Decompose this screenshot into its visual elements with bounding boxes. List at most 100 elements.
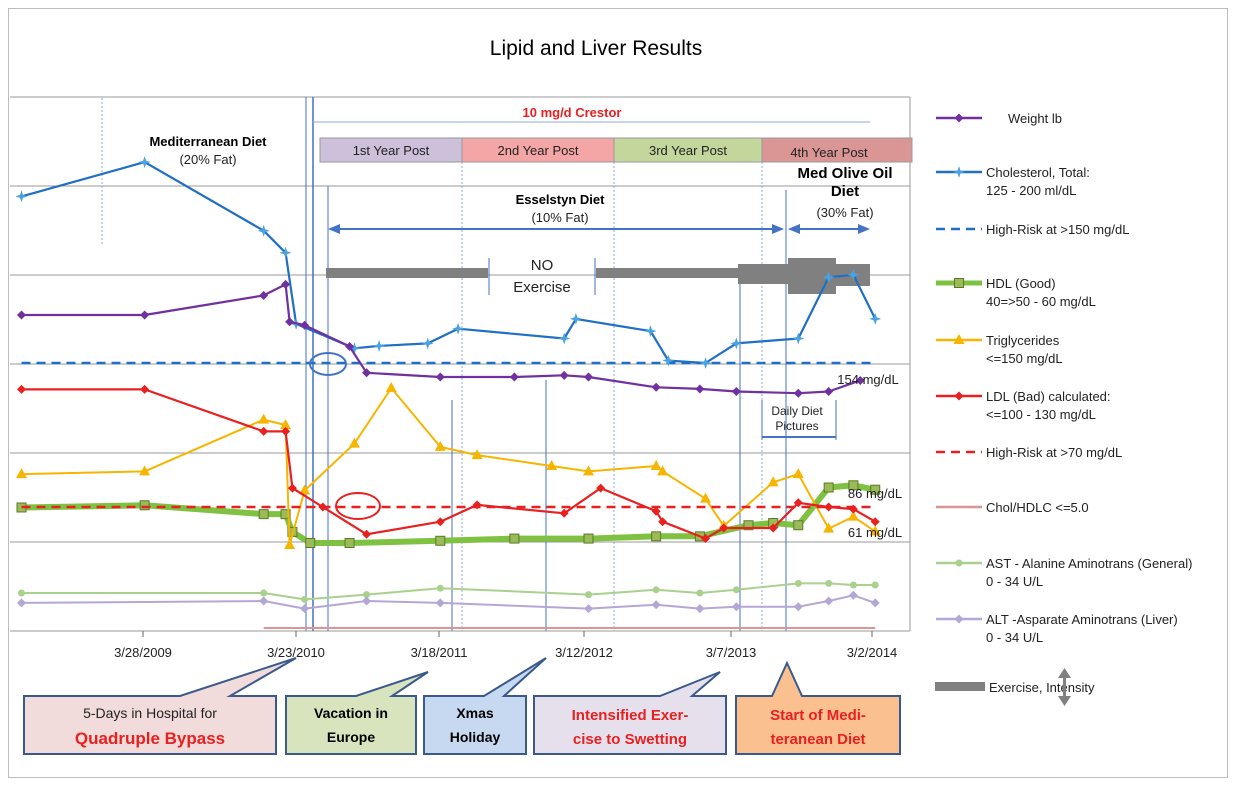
callout-hospital: 5-Days in Hospital for Quadruple Bypass	[23, 657, 297, 755]
legend-label-hdl: HDL (Good)	[986, 276, 1056, 291]
callout-med-diet-line1: Start of Medi-	[770, 707, 866, 724]
ldl-point-1	[140, 384, 150, 394]
legend-label-cholesterol: Cholesterol, Total:	[986, 165, 1090, 180]
ldl-point-7	[435, 517, 445, 527]
ast-point-7	[696, 589, 704, 597]
triglycerides-point-3	[280, 419, 292, 430]
legend-exercise-swatch	[935, 682, 985, 691]
legend-item-hdl: HDL (Good) 40=>50 - 60 mg/dL	[936, 276, 1096, 309]
callout-xmas-line1: Xmas	[456, 705, 494, 721]
weight-point-2	[259, 290, 269, 300]
cholesterol-point-5	[348, 342, 361, 355]
hdl-point-14	[793, 520, 804, 531]
legend-label-chol_hdl: Chol/HDLC <=5.0	[986, 500, 1089, 515]
legend: Weight lb Cholesterol, Total: 125 - 200 ml…	[936, 111, 1192, 645]
ldl-point-5	[318, 502, 328, 512]
ldl-point-9	[559, 508, 569, 518]
alt-point-3	[362, 596, 372, 606]
legend-label-triglycerides: <=150 mg/dL	[986, 351, 1063, 366]
med-olive-arrow	[788, 224, 870, 234]
cholesterol-point-8	[452, 322, 465, 335]
ast-point-3	[363, 591, 371, 599]
daily-diet-label-2: Pictures	[775, 419, 818, 433]
callout-exercise-line1: Intensified Exer-	[572, 707, 689, 724]
triglycerides-point-11	[583, 465, 594, 476]
ldl-point-14	[719, 523, 729, 533]
no-exercise-label-1: NO	[531, 257, 554, 274]
callout-vacation-line1: Vacation in	[314, 705, 388, 721]
triglycerides-point-8	[434, 440, 446, 451]
daily-diet-label-1: Daily Diet	[771, 404, 823, 418]
ast-point-2	[301, 595, 309, 603]
weight-point-3	[281, 279, 291, 289]
ast-point-9	[794, 579, 802, 587]
weight-point-15	[793, 388, 803, 398]
year-box-4	[761, 137, 913, 163]
alt-point-11	[848, 590, 858, 600]
hdl-point-7	[435, 535, 446, 546]
weight-point-12	[651, 382, 661, 392]
alt-point-8	[731, 602, 741, 612]
cholesterol-point-13	[699, 357, 712, 369]
ldl-point-11	[651, 506, 661, 516]
triglycerides-point-12	[650, 459, 662, 470]
legend-label-hdl: 40=>50 - 60 mg/dL	[986, 294, 1096, 309]
callout-hospital-box	[23, 657, 297, 755]
ldl-point-0	[17, 384, 26, 394]
series-cholesterol	[15, 156, 882, 369]
cholesterol-point-15	[792, 332, 805, 345]
cholesterol-point-16	[822, 271, 835, 284]
weight-point-13	[695, 384, 705, 394]
year-box-4-label: 4th Year Post	[790, 145, 868, 160]
year-box-3	[613, 137, 763, 163]
callout-vacation-line2: Europe	[327, 729, 375, 745]
legend-alt-point-0	[954, 614, 964, 624]
triglycerides-point-6	[348, 437, 360, 448]
chart-title: Lipid and Liver Results	[490, 37, 702, 60]
ldl-point-6	[362, 529, 372, 539]
triglycerides-point-13	[657, 465, 669, 476]
ast-point-6	[652, 586, 660, 594]
ast-point-12	[871, 581, 879, 589]
ldl-point-18	[848, 504, 858, 514]
highlight-ellipse-chol	[309, 352, 347, 376]
x-axis-ticks	[142, 631, 873, 637]
ast-point-1	[260, 589, 268, 597]
weight-point-7	[362, 368, 372, 378]
cholesterol-point-11	[644, 325, 657, 338]
callout-med-diet: Start of Medi- teranean Diet	[735, 660, 901, 755]
legend-item-ldl: LDL (Bad) calculated: <=100 - 130 mg/dL	[936, 389, 1111, 422]
ldl-point-13	[701, 534, 711, 543]
callout-xmas: Xmas Holiday	[423, 657, 547, 755]
weight-point-9	[509, 372, 519, 382]
hdl-point-10	[651, 531, 662, 542]
legend-label-ast: AST - Alanine Aminotrans (General)	[986, 556, 1192, 571]
esselstyn-arrow	[328, 224, 784, 234]
ldl-point-2	[259, 426, 269, 436]
ldl-point-10	[596, 483, 606, 493]
data-label-cholesterol: 154 mg/dL	[837, 372, 898, 387]
weight-point-10	[559, 370, 569, 380]
ast-point-10	[825, 579, 833, 587]
esselstyn-title: Esselstyn Diet	[516, 192, 606, 207]
weight-point-8	[435, 372, 445, 382]
hdl-point-1	[139, 500, 150, 511]
hdl-point-9	[583, 533, 594, 544]
ast-point-4	[436, 584, 444, 592]
legend-label-cholesterol: 125 - 200 ml/dL	[986, 183, 1076, 198]
series-line-ldl	[21, 388, 876, 540]
legend-label-alt: ALT -Asparate Aminotrans (Liver)	[986, 612, 1178, 627]
ldl-point-8	[472, 500, 482, 510]
triglycerides-point-1	[139, 465, 151, 476]
hdl-point-6	[344, 538, 355, 548]
x-tick-label: 3/7/2013	[706, 645, 757, 660]
cholesterol-point-0	[15, 190, 28, 203]
legend-item-triglycerides: Triglycerides <=150 mg/dL	[936, 333, 1063, 366]
double-arrow-icon	[1058, 668, 1071, 706]
series-ldl	[17, 384, 880, 543]
legend-item-weight: Weight lb	[936, 111, 1062, 126]
ast-point-11	[849, 581, 857, 589]
ldl-point-16	[793, 498, 803, 508]
data-label-hdl: 86 mg/dL	[848, 486, 902, 501]
x-tick-label: 3/2/2014	[847, 645, 898, 660]
